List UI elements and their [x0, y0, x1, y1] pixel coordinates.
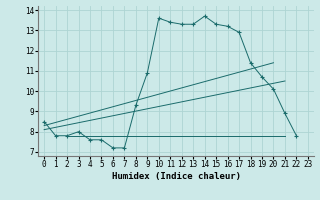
X-axis label: Humidex (Indice chaleur): Humidex (Indice chaleur): [111, 172, 241, 181]
